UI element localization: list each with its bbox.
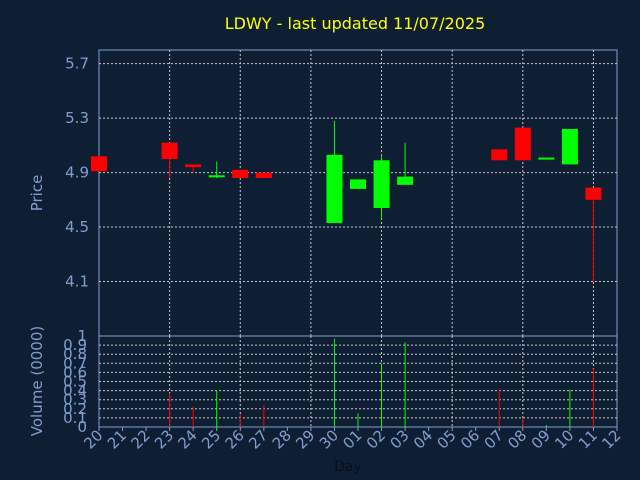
x-tick-label: 08 — [504, 426, 530, 452]
candle-body — [255, 172, 272, 179]
volume-tick-label: 0 — [77, 418, 87, 436]
candle-body — [208, 175, 225, 178]
candle-body — [538, 157, 555, 160]
candles — [91, 120, 602, 282]
volume-tick-label: 0.2 — [63, 400, 87, 418]
price-axis-label: Price — [28, 175, 46, 212]
x-tick-label: 12 — [598, 426, 624, 452]
x-tick-label: 30 — [316, 426, 342, 452]
price-tick-label: 4.1 — [65, 273, 89, 291]
price-tick-label: 5.7 — [65, 55, 89, 73]
x-tick-label: 10 — [551, 426, 577, 452]
price-tick-labels: 5.7 5.3 4.9 4.5 4.1 — [65, 55, 89, 291]
candle-body — [397, 176, 414, 185]
candle-body — [350, 179, 366, 189]
x-tick-label: 11 — [575, 426, 601, 452]
price-panel: 5.7 5.3 4.9 4.5 4.1 Price — [28, 49, 618, 337]
x-tick-label: 05 — [434, 426, 460, 452]
candle-body — [161, 142, 178, 159]
x-tick-label: 22 — [127, 426, 153, 452]
candle-body — [185, 164, 202, 168]
x-tick-label: 02 — [363, 426, 389, 452]
volume-bars — [169, 338, 594, 427]
x-tick-label: 09 — [528, 426, 554, 452]
volume-tick-label: 1 — [77, 327, 87, 345]
x-tick-label: 07 — [481, 426, 507, 452]
x-tick-label: 04 — [410, 426, 436, 452]
volume-tick-label: 0.3 — [63, 391, 87, 409]
candle-body — [491, 149, 508, 161]
candle-body — [514, 127, 531, 161]
candle-body — [585, 187, 602, 200]
x-tick-labels: 2021222324252627282930010203040506070809… — [80, 426, 624, 452]
volume-tick-label: 0.1 — [63, 409, 87, 427]
volume-tick-labels: 10.90.80.70.60.50.40.30.20.10 — [63, 327, 87, 436]
volume-tick-label: 0.5 — [63, 373, 87, 391]
volume-panel: 10.90.80.70.60.50.40.30.20.10 Volume (00… — [28, 326, 618, 436]
x-tick-label: 27 — [245, 426, 271, 452]
volume-tick-label: 0.4 — [63, 382, 87, 400]
price-tick-label: 5.3 — [65, 109, 89, 127]
volume-tick-label: 0.8 — [63, 345, 87, 363]
x-tick-label: 23 — [151, 426, 177, 452]
chart-title: LDWY - last updated 11/07/2025 — [225, 14, 486, 33]
candle-body — [561, 128, 578, 165]
x-tick-label: 24 — [175, 426, 201, 452]
x-tick-label: 29 — [292, 426, 318, 452]
x-tick-label: 26 — [222, 426, 248, 452]
x-tick-label: 01 — [339, 426, 365, 452]
candle-body — [91, 156, 107, 172]
volume-axis-label: Volume (0000) — [28, 326, 46, 436]
candle-body — [326, 154, 343, 223]
candle-body — [232, 169, 249, 179]
x-tick-label: 03 — [386, 426, 412, 452]
candle-body — [373, 160, 390, 208]
x-axis-label: Day — [334, 459, 362, 475]
price-grid — [99, 50, 617, 336]
price-plot-frame — [98, 49, 618, 337]
volume-tick-label: 0.7 — [63, 354, 87, 372]
volume-tick-label: 0.9 — [63, 336, 87, 354]
x-tick-label: 21 — [104, 426, 130, 452]
price-tick-label: 4.9 — [65, 164, 89, 182]
x-tick-label: 28 — [269, 426, 295, 452]
price-tick-label: 4.5 — [65, 218, 89, 236]
x-tick-label: 06 — [457, 426, 483, 452]
volume-tick-label: 0.6 — [63, 363, 87, 381]
x-tick-label: 25 — [198, 426, 224, 452]
